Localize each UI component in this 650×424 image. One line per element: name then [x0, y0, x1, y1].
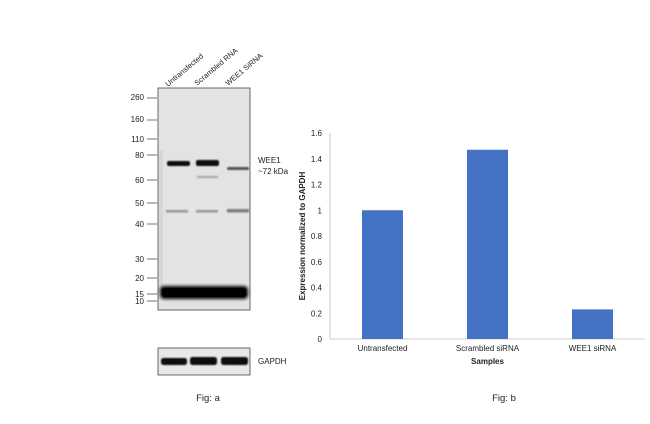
wee1-band-label: WEE1 [258, 156, 281, 165]
y-tick-labels: 0 0.2 0.4 0.6 0.8 1 1.2 1.4 1.6 [311, 129, 323, 344]
y-tick-label: 0.6 [311, 258, 323, 267]
caption-fig-b: Fig: b [492, 393, 516, 404]
mw-marker-scale: 260 160 110 80 60 50 40 30 20 15 10 [131, 93, 157, 306]
y-axis-title: Expression normalized to GAPDH [298, 172, 307, 301]
y-tick-label: 0.8 [311, 232, 323, 241]
mw-label: 110 [131, 135, 144, 144]
bar-untransfected [362, 210, 403, 339]
band-wee1-untransfected [167, 161, 190, 166]
y-tick-label: 1.4 [311, 155, 323, 164]
mw-label: 80 [135, 151, 144, 160]
x-tick-label: Untransfected [358, 344, 408, 353]
y-tick-label: 0.2 [311, 309, 323, 318]
mw-label: 40 [135, 220, 144, 229]
bar-chart: 0 0.2 0.4 0.6 0.8 1 1.2 1.4 1.6 Untransfected Scr… [298, 129, 645, 404]
gapdh-bands [161, 357, 248, 365]
band-gapdh-scrambled [190, 357, 217, 365]
blot-membrane [157, 87, 251, 311]
mw-label: 50 [135, 199, 144, 208]
wee1-size-label: ~72 kDa [258, 167, 289, 176]
wee1-bands [167, 160, 249, 170]
x-tick-labels: Untransfected Scrambled siRNA WEE1 siRNA [358, 344, 617, 353]
band-gapdh-sirna [221, 357, 248, 365]
mw-label: 10 [135, 297, 144, 306]
caption-fig-a: Fig: a [196, 393, 220, 404]
y-tick-label: 0.4 [311, 284, 323, 293]
band-gapdh-untransfected [161, 358, 187, 365]
bars [362, 149, 613, 339]
x-axis-title: Samples [471, 357, 504, 366]
band-wee1-sirna [227, 167, 249, 170]
y-tick-label: 1 [318, 206, 323, 215]
low-mw-band [160, 286, 248, 299]
gapdh-label: GAPDH [258, 357, 287, 366]
mw-label: 60 [135, 176, 144, 185]
x-tick-label: WEE1 siRNA [569, 344, 617, 353]
bar-wee1-sirna [572, 309, 613, 339]
mw-label: 160 [131, 115, 145, 124]
bar-scrambled-sirna [467, 149, 508, 339]
mw-label: 260 [131, 93, 145, 102]
mw-label: 20 [135, 274, 144, 283]
y-tick-label: 1.6 [311, 129, 323, 138]
mw-label: 15 [135, 290, 144, 299]
mw-label: 30 [135, 255, 144, 264]
western-blot-panel: Untransfected Scrambled RNA WEE1 SiRNA 2… [131, 46, 289, 404]
y-tick-label: 1.2 [311, 181, 323, 190]
x-tick-label: Scrambled siRNA [456, 344, 520, 353]
band-wee1-scrambled [196, 160, 219, 166]
y-tick-label: 0 [318, 335, 323, 344]
